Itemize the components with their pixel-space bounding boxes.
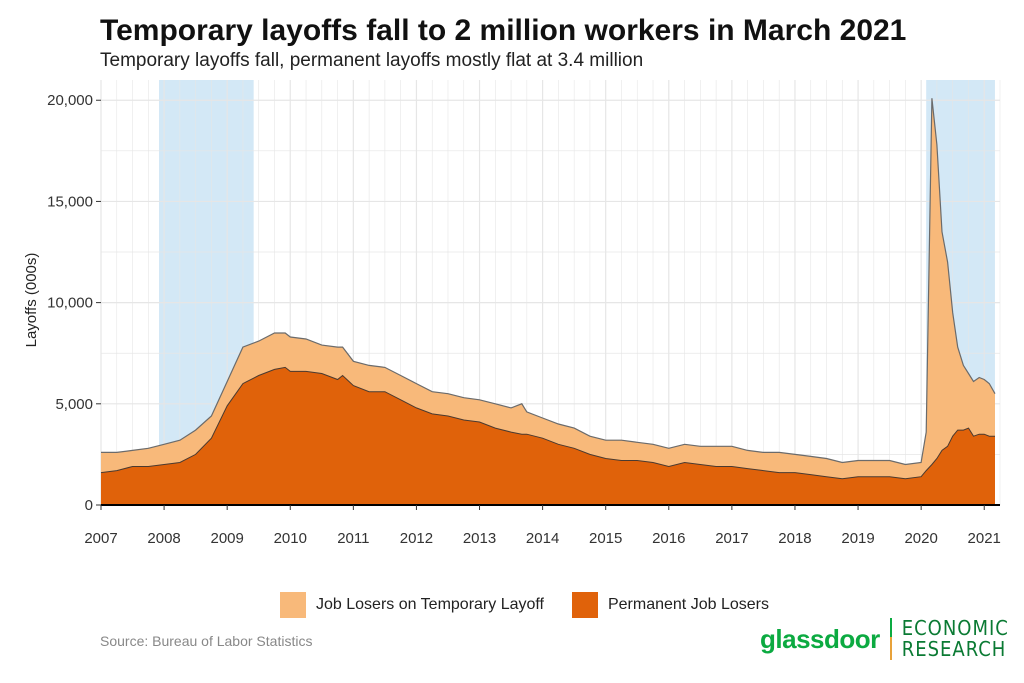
x-tick-label: 2020 [904,530,937,547]
glassdoor-economic-research-logo: glassdoor ECONOMIC RESEARCH [760,618,1009,660]
brand-unit-line2: RESEARCH [901,637,1007,661]
legend-swatch-permanent [571,592,598,618]
x-tick-label: 2019 [841,530,874,547]
y-tick-label: 20,000 [47,92,93,109]
x-axis-ticks: 2007 2008 2009 2010 2011 2012 2013 2014 2015 2016… [84,505,1001,547]
x-tick-label: 2009 [210,530,243,547]
x-tick-label: 2015 [589,530,622,547]
x-tick-label: 2011 [337,530,369,547]
chart-subtitle: Temporary layoffs fall, permanent layoff… [100,50,644,71]
brand-wordmark: glassdoor [760,623,880,654]
x-tick-label: 2021 [968,530,1001,547]
x-tick-label: 2017 [715,530,748,547]
source-note: Source: Bureau of Labor Statistics [100,633,313,649]
permanent-job-losers-area [101,367,995,505]
legend-label-permanent: Permanent Job Losers [607,596,769,613]
legend-swatch-temporary [280,592,306,618]
y-tick-label: 10,000 [47,295,93,312]
legend: Job Losers on Temporary Layoff Permanent… [280,592,797,618]
brand-unit: ECONOMIC RESEARCH [902,618,1009,660]
legend-item-temporary: Job Losers on Temporary Layoff [280,592,544,618]
permanent-outline [100,366,995,480]
brand-unit-line1: ECONOMIC [901,616,1009,640]
y-axis-label: Layoffs (000s) [23,253,40,348]
y-tick-label: 0 [85,497,93,514]
y-axis-ticks: 0 5,000 10,000 15,000 20,000 [47,92,101,514]
x-tick-label: 2007 [84,530,117,547]
x-tick-label: 2008 [147,530,180,547]
logo-divider [889,618,892,660]
x-tick-label: 2014 [526,530,559,547]
stacked-area-chart: 2007 2008 2009 2010 2011 2012 2013 2014 2015 2016… [23,80,1001,547]
x-tick-label: 2010 [274,530,307,547]
y-tick-label: 5,000 [55,396,93,413]
legend-item-permanent: Permanent Job Losers [571,592,769,618]
legend-label-temporary: Job Losers on Temporary Layoff [316,596,544,613]
y-tick-label: 15,000 [47,193,93,210]
x-tick-label: 2013 [463,530,496,547]
chart-title: Temporary layoffs fall to 2 million work… [100,14,907,47]
total-outline [101,98,996,466]
x-tick-label: 2018 [778,530,811,547]
x-tick-label: 2016 [652,530,685,547]
x-tick-label: 2012 [400,530,433,547]
